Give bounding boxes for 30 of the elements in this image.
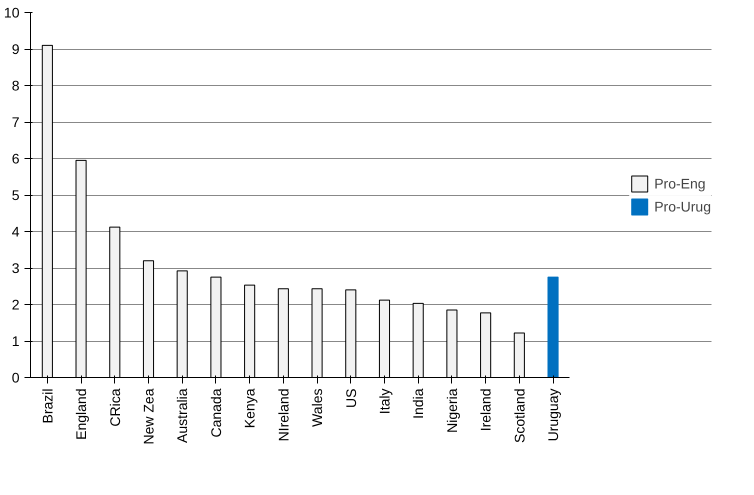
y-tick-label: 8 xyxy=(12,78,20,94)
x-tick-label: Australia xyxy=(174,388,190,443)
x-tick-label: Kenya xyxy=(242,388,258,428)
y-tick-label: 10 xyxy=(4,4,20,20)
x-tick-label: Uruguay xyxy=(545,388,562,442)
y-tick-label: 3 xyxy=(12,260,20,276)
y-tick-label: 0 xyxy=(12,370,20,386)
x-tick-label: Canada xyxy=(208,388,224,438)
bar xyxy=(547,276,559,378)
x-tick-label: Brazil xyxy=(39,388,56,424)
x-tick-label: New Zea xyxy=(140,388,156,445)
legend-label: Pro-Urug xyxy=(654,198,711,214)
x-tick-label: Wales xyxy=(309,388,326,427)
y-tick-label: 5 xyxy=(12,187,20,203)
y-tick-label: 7 xyxy=(12,114,20,130)
y-tick-label: 1 xyxy=(12,333,20,349)
y-tick-label: 4 xyxy=(12,224,20,240)
x-tick-label: CRica xyxy=(106,388,123,427)
x-tick-label: Ireland xyxy=(478,388,494,432)
x-tick-label: Nigeria xyxy=(444,388,460,433)
y-tick-label: 9 xyxy=(12,41,20,57)
legend-label: Pro-Eng xyxy=(654,175,706,191)
x-tick-label: India xyxy=(410,388,426,419)
x-tick-label: Italy xyxy=(376,388,392,414)
x-tick-label: US xyxy=(342,388,359,408)
x-tick-label: England xyxy=(73,388,90,440)
y-tick-label: 2 xyxy=(12,296,20,312)
x-tick-label: NIreland xyxy=(275,388,292,442)
x-tick-label: Scotland xyxy=(511,388,528,443)
y-tick-label: 6 xyxy=(12,150,20,166)
